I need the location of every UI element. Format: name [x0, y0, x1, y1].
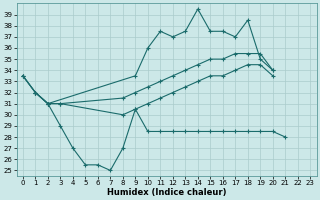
X-axis label: Humidex (Indice chaleur): Humidex (Indice chaleur): [107, 188, 226, 197]
